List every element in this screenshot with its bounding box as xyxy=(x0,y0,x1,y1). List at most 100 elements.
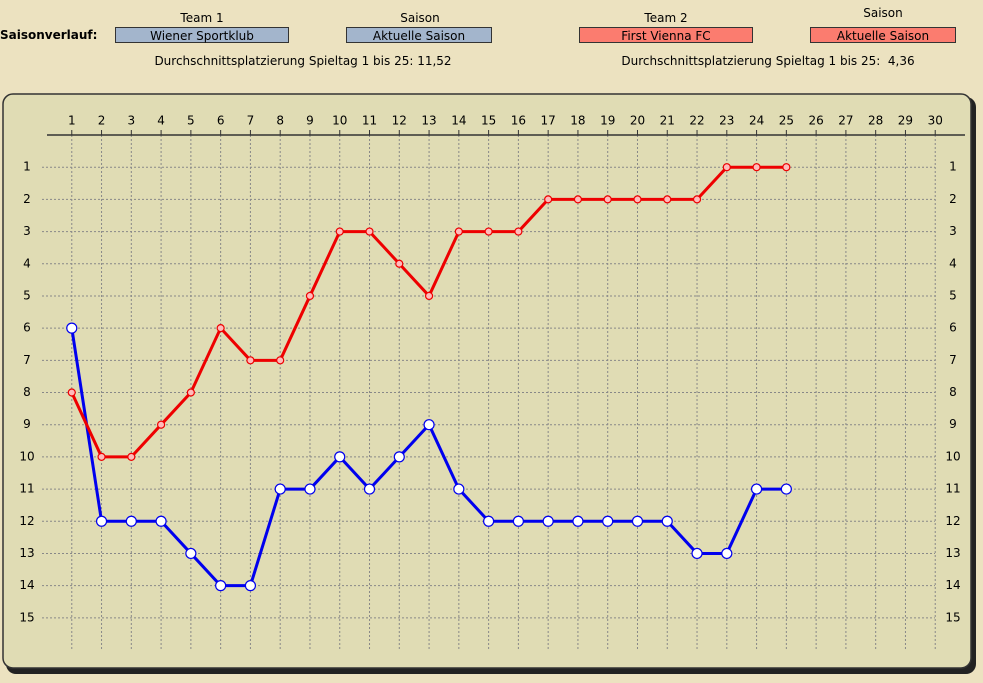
x-tick-label: 13 xyxy=(421,114,436,128)
data-point xyxy=(423,419,435,431)
y-tick-label: 4 xyxy=(23,256,31,270)
data-point xyxy=(185,547,197,560)
data-point xyxy=(544,195,553,204)
data-point xyxy=(661,515,673,527)
data-point xyxy=(365,227,374,236)
data-point xyxy=(454,227,463,236)
data-point xyxy=(514,227,523,236)
x-tick-label: 27 xyxy=(838,114,853,128)
y-tick-label: 6 xyxy=(23,321,31,335)
data-point xyxy=(633,195,642,204)
data-point xyxy=(67,388,76,397)
y-tick-label: 11 xyxy=(19,482,34,496)
data-point xyxy=(95,515,108,527)
y-tick-label: 9 xyxy=(949,417,957,431)
page-label: Saisonverlauf: xyxy=(0,28,98,42)
data-point xyxy=(484,227,493,236)
team2-select[interactable]: First Vienna FC xyxy=(579,27,753,43)
team2-label: Team 2 xyxy=(644,11,688,25)
data-point xyxy=(335,227,344,236)
y-tick-label: 13 xyxy=(19,546,34,560)
y-tick-label: 1 xyxy=(949,160,957,174)
y-tick-label: 7 xyxy=(23,353,31,367)
x-tick-label: 16 xyxy=(511,114,526,128)
data-point xyxy=(750,483,763,495)
x-tick-label: 12 xyxy=(392,114,407,128)
data-point xyxy=(334,451,346,463)
data-point xyxy=(483,515,495,527)
y-tick-label: 14 xyxy=(945,578,960,592)
y-tick-label: 10 xyxy=(945,449,960,463)
y-tick-label: 9 xyxy=(23,417,31,431)
season1-select[interactable]: Aktuelle Saison xyxy=(346,27,492,43)
data-point xyxy=(395,259,404,268)
data-point xyxy=(691,547,703,560)
y-tick-label: 2 xyxy=(23,192,31,206)
x-tick-label: 22 xyxy=(689,114,704,128)
y-tick-label: 14 xyxy=(19,578,34,592)
data-point xyxy=(572,515,584,527)
x-tick-label: 7 xyxy=(247,114,255,128)
x-tick-label: 21 xyxy=(660,114,675,128)
y-tick-label: 10 xyxy=(19,449,34,463)
y-tick-label: 15 xyxy=(945,610,960,624)
data-point xyxy=(512,515,524,527)
data-point xyxy=(782,163,791,172)
y-tick-label: 15 xyxy=(19,610,34,624)
y-tick-label: 5 xyxy=(23,288,31,302)
data-point xyxy=(631,515,644,527)
data-point xyxy=(305,291,315,301)
data-point xyxy=(304,483,316,495)
data-point xyxy=(216,324,225,333)
x-tick-label: 29 xyxy=(898,114,913,128)
data-point xyxy=(602,515,614,527)
x-tick-label: 1 xyxy=(68,114,76,128)
y-tick-label: 8 xyxy=(23,385,31,399)
team1-select[interactable]: Wiener Sportklub xyxy=(115,27,289,43)
x-tick-label: 18 xyxy=(570,114,585,128)
x-tick-label: 5 xyxy=(187,114,195,128)
data-point xyxy=(692,195,702,204)
data-point xyxy=(215,580,227,592)
data-point xyxy=(603,195,612,204)
season2-select[interactable]: Aktuelle Saison xyxy=(810,27,956,43)
y-tick-label: 3 xyxy=(23,224,31,238)
x-tick-label: 9 xyxy=(306,114,314,128)
y-tick-label: 1 xyxy=(23,160,31,174)
x-tick-label: 10 xyxy=(332,114,347,128)
data-point xyxy=(244,580,257,592)
y-tick-label: 11 xyxy=(945,482,960,496)
data-point xyxy=(663,195,672,204)
season1-label: Saison xyxy=(400,11,440,25)
data-point xyxy=(721,547,733,560)
average2: Durchschnittsplatzierung Spieltag 1 bis … xyxy=(621,54,915,68)
y-tick-label: 6 xyxy=(949,321,957,335)
average1: Durchschnittsplatzierung Spieltag 1 bis … xyxy=(154,54,452,68)
x-tick-label: 24 xyxy=(749,114,764,128)
team1-label: Team 1 xyxy=(180,11,224,25)
y-tick-label: 4 xyxy=(949,256,957,270)
x-tick-label: 8 xyxy=(276,114,284,128)
y-tick-label: 12 xyxy=(19,514,34,528)
data-point xyxy=(155,515,167,527)
x-tick-label: 4 xyxy=(157,114,165,128)
data-point xyxy=(424,291,434,301)
data-point xyxy=(127,452,136,461)
x-tick-label: 30 xyxy=(928,114,943,128)
data-point xyxy=(66,322,78,334)
x-tick-label: 3 xyxy=(128,114,136,128)
x-tick-label: 14 xyxy=(451,114,466,128)
x-tick-label: 28 xyxy=(868,114,883,128)
data-point xyxy=(453,483,465,495)
data-point xyxy=(125,515,137,527)
x-tick-label: 20 xyxy=(630,114,645,128)
x-tick-label: 25 xyxy=(779,114,794,128)
y-tick-label: 3 xyxy=(949,224,957,238)
season2-label: Saison xyxy=(863,6,903,20)
y-tick-label: 8 xyxy=(949,385,957,399)
data-point xyxy=(274,483,286,495)
panel xyxy=(2,93,972,669)
data-point xyxy=(393,451,405,463)
